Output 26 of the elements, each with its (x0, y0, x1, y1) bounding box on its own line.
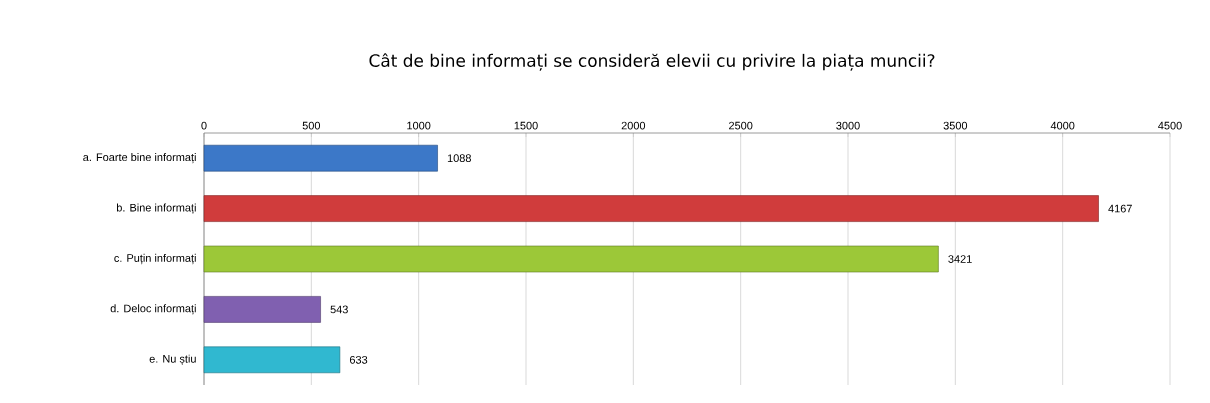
x-tick-label: 500 (302, 121, 321, 130)
y-tick-label: d. Deloc informați (110, 304, 196, 315)
x-tick-label: 3500 (943, 121, 968, 130)
x-tick-label: 4000 (1050, 121, 1075, 130)
bar (203, 346, 341, 374)
data-label: 1088 (447, 154, 471, 163)
x-tick-label: 4500 (1158, 121, 1182, 130)
x-tick-label: 0 (201, 121, 207, 130)
y-tick-label: e. Nu știu (149, 354, 196, 365)
bar (203, 144, 438, 172)
x-tick-label: 1000 (407, 121, 431, 130)
bar (203, 245, 939, 273)
bar (203, 296, 321, 323)
x-tick-label: 2000 (621, 121, 646, 130)
x-tick-label: 3000 (836, 121, 860, 130)
y-tick-label: c. Puțin informați (114, 253, 196, 265)
x-tick-label: 2500 (729, 121, 753, 130)
chart-title: Cât de bine informați se consideră elevii cu privire la piața muncii? (369, 53, 935, 71)
x-tick-label: 1500 (514, 121, 538, 130)
data-label: 3421 (948, 255, 972, 263)
data-label: 4167 (1108, 204, 1132, 213)
y-tick-label: b. Bine informați (116, 203, 196, 214)
y-tick-label: a. Foarte bine informați (83, 153, 196, 164)
data-label: 543 (330, 305, 348, 314)
bar (203, 195, 1099, 222)
data-label: 633 (349, 355, 368, 364)
